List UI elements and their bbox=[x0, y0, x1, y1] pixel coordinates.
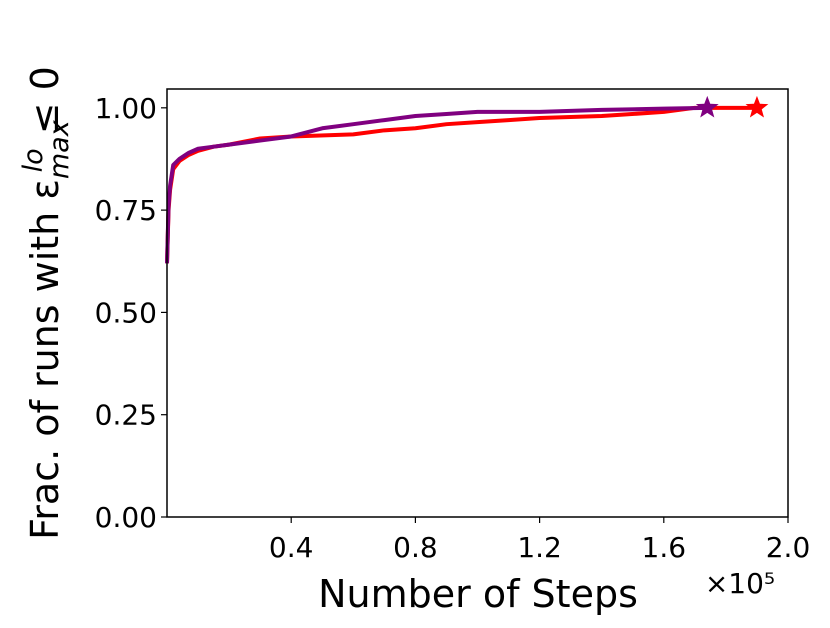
y-tick-label: 1.00 bbox=[95, 92, 157, 125]
plot-frame bbox=[166, 88, 789, 518]
x-offset-text: ×10⁵ bbox=[705, 567, 775, 600]
y-label-sup: lo bbox=[18, 148, 49, 172]
end-marker bbox=[745, 95, 769, 118]
y-tick-label: 0.25 bbox=[95, 399, 157, 432]
y-tick-label: 0.75 bbox=[95, 194, 157, 227]
series-line bbox=[165, 105, 757, 264]
x-tick-label: 2.0 bbox=[766, 531, 811, 564]
y-label-tail: ≤ 0 bbox=[23, 66, 67, 134]
x-axis-label: Number of Steps bbox=[318, 572, 638, 616]
x-tick-label: 1.2 bbox=[517, 531, 562, 564]
series-line bbox=[165, 105, 708, 264]
x-tick-label: 1.6 bbox=[642, 531, 687, 564]
y-tick-label: 0.00 bbox=[95, 501, 157, 534]
y-axis-label: Frac. of runs with εmaxlo ≤ 0 bbox=[18, 66, 75, 540]
x-tick-label: 0.8 bbox=[393, 531, 438, 564]
end-marker bbox=[695, 95, 719, 118]
x-tick-label: 0.4 bbox=[269, 531, 314, 564]
y-label-sub: max bbox=[44, 119, 75, 179]
y-tick-label: 0.50 bbox=[95, 296, 157, 329]
y-label-text: Frac. of runs with ε bbox=[23, 179, 67, 540]
